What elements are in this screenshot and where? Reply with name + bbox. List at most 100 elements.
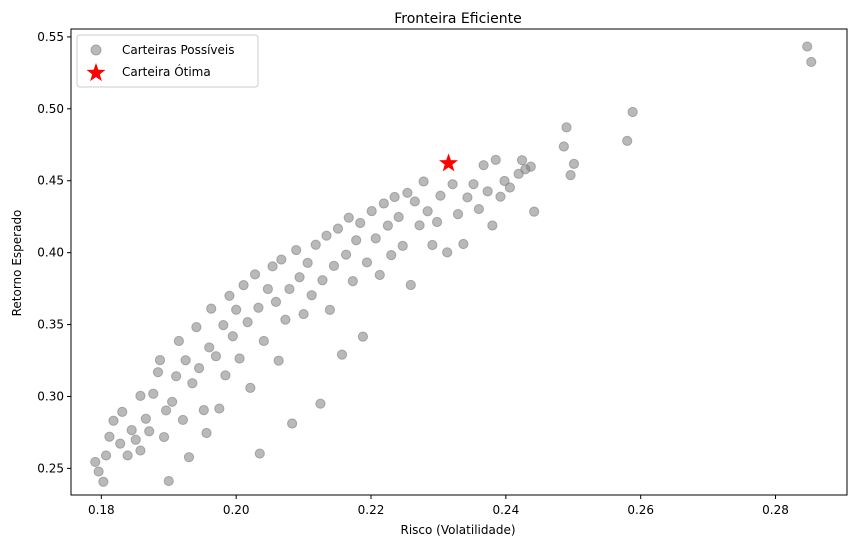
portfolio-point <box>135 390 146 402</box>
portfolio-point <box>267 261 278 272</box>
portfolio-point <box>402 187 413 198</box>
portfolio-point <box>306 290 317 301</box>
portfolio-point <box>414 220 425 231</box>
legend-box <box>76 34 259 88</box>
portfolio-point <box>245 382 256 393</box>
portfolio-point <box>180 355 191 366</box>
portfolio-point <box>294 272 305 283</box>
portfolio-point <box>802 41 813 52</box>
portfolio-point <box>291 244 302 256</box>
portfolio-point <box>431 216 443 228</box>
portfolio-point <box>468 179 479 190</box>
portfolio-point <box>565 170 576 181</box>
portfolio-point <box>499 175 510 187</box>
portfolio-point <box>386 249 397 261</box>
portfolio-point <box>284 283 295 295</box>
portfolio-point <box>478 160 489 171</box>
portfolio-point <box>280 314 291 325</box>
portfolio-point <box>224 290 235 301</box>
portfolio-point <box>270 296 282 307</box>
portfolio-point <box>347 276 358 287</box>
optimal-portfolio-star <box>439 153 459 172</box>
portfolio-point <box>253 302 264 313</box>
portfolio-point <box>504 182 516 193</box>
portfolio-point <box>355 217 366 229</box>
portfolio-point <box>242 317 253 328</box>
data-points <box>90 41 817 487</box>
portfolio-point <box>558 141 569 152</box>
portfolio-point <box>452 209 464 220</box>
portfolio-point <box>462 192 473 203</box>
portfolio-point <box>302 257 313 268</box>
portfolio-point <box>183 452 195 463</box>
portfolio-point <box>482 186 493 197</box>
portfolio-point <box>447 179 458 190</box>
y-tick-label: 0.50 <box>37 102 64 116</box>
portfolio-point <box>115 438 126 449</box>
portfolio-point <box>374 269 385 281</box>
y-tick-label: 0.40 <box>37 246 64 260</box>
portfolio-point <box>191 322 202 333</box>
y-tick-label: 0.35 <box>37 318 64 332</box>
portfolio-point <box>249 269 261 280</box>
portfolio-point <box>198 405 209 416</box>
portfolio-point <box>357 331 369 342</box>
y-tick-label: 0.30 <box>37 389 64 403</box>
portfolio-point <box>315 398 326 409</box>
portfolio-point <box>193 363 205 374</box>
portfolio-point <box>104 431 115 442</box>
portfolio-point <box>258 335 269 347</box>
portfolio-point <box>561 122 572 133</box>
x-axis-label: Risco (Volatilidade) <box>400 523 515 537</box>
portfolio-point <box>210 351 222 362</box>
portfolio-point <box>140 413 151 424</box>
portfolio-point <box>525 161 536 172</box>
portfolio-point <box>473 203 484 215</box>
portfolio-point <box>238 280 249 291</box>
portfolio-point <box>287 418 298 429</box>
portfolio-point <box>332 223 344 234</box>
portfolio-point <box>490 154 501 165</box>
portfolio-point <box>351 235 362 246</box>
portfolio-point <box>93 466 104 477</box>
portfolio-point <box>324 304 335 315</box>
portfolio-point <box>273 355 284 366</box>
x-tick-label: 0.26 <box>627 503 654 517</box>
plot-area-frame <box>70 28 848 496</box>
portfolio-point <box>227 331 238 342</box>
portfolio-point <box>276 254 287 265</box>
portfolio-point <box>148 388 159 399</box>
portfolio-point <box>135 445 146 456</box>
portfolio-point <box>328 260 340 271</box>
portfolio-point <box>343 212 354 223</box>
y-axis-ticks: 0.25 0.30 0.35 0.40 0.45 0.50 0.55 <box>37 30 71 475</box>
legend: Carteiras Possíveis Carteira Ótima <box>76 34 259 88</box>
portfolio-point <box>126 425 137 436</box>
portfolio-point <box>405 279 416 291</box>
portfolio-point <box>100 450 112 461</box>
portfolio-point <box>427 239 438 251</box>
portfolio-point <box>458 238 469 250</box>
portfolio-point <box>321 230 332 241</box>
legend-label-optimal: Carteira Ótima <box>122 64 211 79</box>
portfolio-point <box>90 456 101 468</box>
portfolio-point <box>254 448 265 459</box>
portfolio-point <box>487 220 498 231</box>
portfolio-point <box>204 342 215 353</box>
portfolio-point <box>117 406 128 417</box>
portfolio-point <box>495 191 506 202</box>
portfolio-point <box>122 450 133 461</box>
portfolio-point <box>422 206 433 217</box>
portfolio-point <box>389 191 400 203</box>
y-tick-label: 0.45 <box>37 174 64 188</box>
portfolio-point <box>418 176 429 187</box>
portfolio-point <box>340 249 352 260</box>
x-tick-label: 0.20 <box>223 503 250 517</box>
portfolio-point <box>435 190 446 201</box>
portfolio-point <box>108 415 119 426</box>
portfolio-point <box>397 240 408 251</box>
portfolio-point <box>154 354 166 366</box>
portfolio-point <box>622 135 633 146</box>
portfolio-point <box>173 335 184 347</box>
